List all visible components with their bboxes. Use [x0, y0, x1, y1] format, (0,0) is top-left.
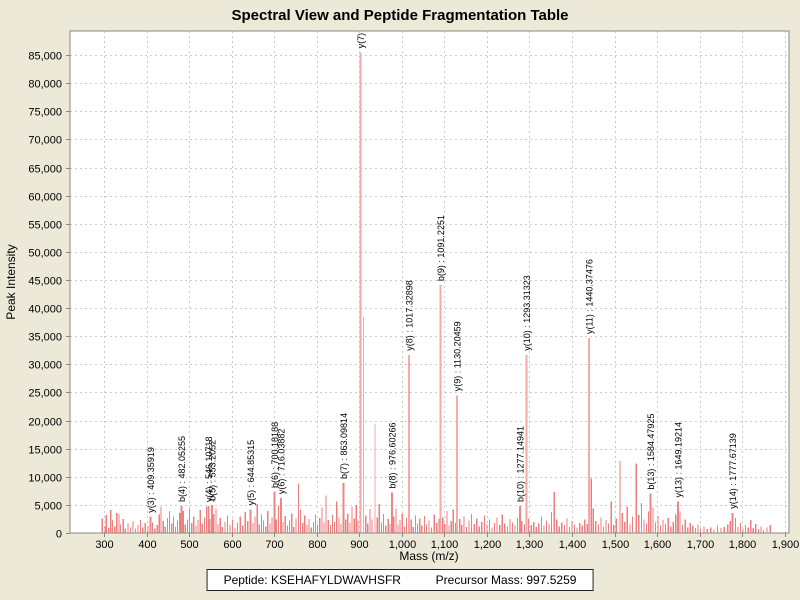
peak-label-y10: y(10) : 1293.31323 — [522, 275, 532, 351]
peak-label-b9: b(9) : 1091.2251 — [436, 215, 446, 281]
x-tick-label: 1,400 — [559, 539, 587, 551]
y-tick-label: 35,000 — [28, 332, 62, 344]
x-tick-label: 1,000 — [389, 539, 417, 551]
y-tick-label: 0 — [56, 529, 62, 541]
y-tick-label: 10,000 — [28, 473, 62, 485]
x-tick-label: 900 — [350, 539, 368, 551]
x-axis: 300 400 500 600 700 800 900 1,000 1,100 1,200 1,30… — [95, 533, 799, 551]
y-axis: 0 5,000 10,000 15,000 20,000 25,000 30,000 35,0… — [28, 51, 70, 541]
y-tick-label: 70,000 — [28, 135, 62, 147]
y-tick-label: 75,000 — [28, 107, 62, 119]
y-tick-label: 15,000 — [28, 445, 62, 457]
x-tick-label: 700 — [265, 539, 283, 551]
peak-label-y3: y(3) : 409.35919 — [146, 447, 156, 513]
y-tick-label: 20,000 — [28, 417, 62, 429]
x-tick-label: 1,800 — [729, 539, 757, 551]
x-tick-label: 600 — [223, 539, 241, 551]
peak-label-y4: y(4) : 546.10718 — [204, 436, 214, 502]
x-tick-label: 1,200 — [474, 539, 502, 551]
peak-label-y6: y(6) : 716.03882 — [277, 429, 287, 495]
peak-label-b10: b(10) : 1277.14941 — [515, 426, 525, 502]
peptide-info-box: Peptide: KSEHAFYLDWAVHSFR Precursor Mass… — [206, 569, 594, 591]
spectrum-peaks — [101, 52, 771, 533]
peak-label-y11: y(11) : 1440.37476 — [585, 259, 595, 334]
peak-label-y7: y(7) : — [356, 28, 366, 49]
peak-label-b8: b(8) : 976.60266 — [387, 422, 397, 488]
x-tick-label: 1,500 — [602, 539, 630, 551]
peak-label-b6: b(6) : 700.18188 — [270, 422, 280, 488]
x-axis-title: Mass (m/z) — [399, 549, 458, 563]
y-tick-label: 45,000 — [28, 276, 62, 288]
peak-label-y9: y(9) : 1130.20459 — [453, 321, 463, 391]
y-tick-label: 25,000 — [28, 388, 62, 400]
x-tick-label: 1,900 — [772, 539, 800, 551]
peak-label-b7: b(7) : 863.09814 — [339, 413, 349, 479]
peak-label-y5: y(5) : 644.85315 — [246, 440, 256, 506]
y-axis-title: Peak Intensity — [4, 244, 18, 319]
chart-title: Spectral View and Peptide Fragmentation … — [231, 7, 569, 24]
precursor-mass-label: Precursor Mass: — [435, 573, 524, 587]
x-tick-label: 300 — [95, 539, 113, 551]
peptide-label: Peptide: — [223, 573, 268, 587]
x-tick-label: 500 — [180, 539, 198, 551]
peak-label-y8: y(8) : 1017.32898 — [405, 280, 415, 351]
y-tick-label: 30,000 — [28, 360, 62, 372]
y-tick-label: 65,000 — [28, 164, 62, 176]
x-tick-label: 1,100 — [431, 539, 459, 551]
gridlines — [70, 31, 789, 533]
peak-label-b13: b(13) : 1584.47925 — [646, 414, 656, 490]
plot-border — [69, 30, 790, 534]
peak-labels: y(3) : 409.35919 b(4) : 482.05255 y(4) : 5… — [146, 28, 738, 513]
y-tick-label: 55,000 — [28, 220, 62, 232]
y-tick-label: 80,000 — [28, 79, 62, 91]
y-tick-label: 5,000 — [34, 501, 62, 513]
x-tick-label: 1,700 — [687, 539, 715, 551]
y-tick-label: 50,000 — [28, 248, 62, 260]
x-tick-label: 1,600 — [644, 539, 672, 551]
peak-label-y14: y(14) : 1777.67139 — [728, 433, 738, 509]
peptide-value: KSEHAFYLDWAVHSFR — [270, 573, 401, 587]
x-tick-label: 800 — [308, 539, 326, 551]
y-tick-label: 40,000 — [28, 304, 62, 316]
peak-label-b4: b(4) : 482.05255 — [177, 436, 187, 502]
precursor-mass-value: 997.5259 — [526, 573, 577, 587]
peak-label-b5: b(5) : 553.2052 — [207, 440, 217, 501]
peak-label-y13: y(13) : 1649.19214 — [674, 422, 684, 498]
x-tick-label: 400 — [138, 539, 156, 551]
y-tick-label: 85,000 — [28, 51, 62, 63]
y-tick-label: 60,000 — [28, 192, 62, 204]
x-tick-label: 1,300 — [516, 539, 544, 551]
